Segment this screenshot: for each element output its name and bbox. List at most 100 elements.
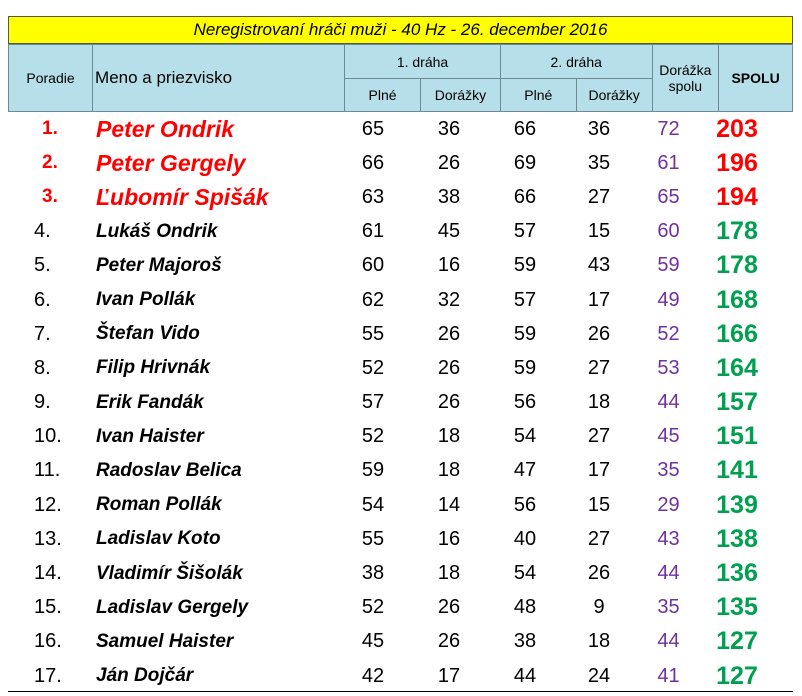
lane1-full-cell: 55 (361, 322, 385, 345)
rank-cell: 7. (34, 322, 51, 345)
table-row: 12. Roman Pollák 54 14 56 15 29 139 (8, 488, 793, 522)
lane2-clear-cell: 17 (587, 459, 611, 482)
player-name: Peter Gergely (96, 149, 246, 176)
lane1-clear-cell: 26 (437, 322, 461, 345)
lane1-clear-cell: 26 (437, 630, 461, 653)
lane2-full-cell: 59 (513, 254, 537, 277)
lane1-full-cell: 42 (361, 664, 385, 687)
lane1-full-cell: 61 (361, 220, 385, 243)
header-lane1: 1. dráha (344, 44, 501, 79)
table-row: 7. Štefan Vido 55 26 59 26 52 166 (8, 317, 793, 351)
lane2-clear-cell: 15 (587, 493, 611, 516)
header-lane2-full: Plné (499, 78, 577, 112)
lane1-clear-cell: 18 (437, 562, 461, 585)
rank-cell: 3. (42, 186, 58, 208)
total-cell: 136 (716, 559, 758, 588)
lane1-clear-cell: 17 (437, 664, 461, 687)
lane2-clear-cell: 18 (587, 391, 611, 414)
lane2-full-cell: 56 (513, 493, 537, 516)
header-clear-total-label: Dorážka spolu (659, 62, 712, 94)
clear-total-cell: 35 (657, 596, 680, 619)
lane1-clear-cell: 14 (437, 493, 461, 516)
clear-total-cell: 35 (657, 459, 680, 482)
lane2-clear-cell: 18 (587, 630, 611, 653)
clear-total-cell: 44 (657, 630, 680, 653)
player-name: Vladimír Šišolák (96, 562, 243, 584)
lane2-full-cell: 59 (513, 356, 537, 379)
lane2-full-cell: 38 (513, 630, 537, 653)
clear-total-cell: 52 (657, 322, 680, 345)
lane1-clear-cell: 26 (437, 151, 461, 174)
lane1-full-cell: 60 (361, 254, 385, 277)
clear-total-cell: 49 (657, 288, 680, 311)
table-row: 8. Filip Hrivnák 52 26 59 27 53 164 (8, 351, 793, 385)
rank-cell: 4. (34, 220, 51, 243)
player-name: Radoslav Belica (96, 459, 242, 481)
player-name: Ladislav Koto (96, 528, 221, 550)
table-row: 5. Peter Majoroš 60 16 59 43 59 178 (8, 249, 793, 283)
table-row: 17. Ján Dojčár 42 17 44 24 41 127 (8, 659, 793, 693)
lane2-full-cell: 48 (513, 596, 537, 619)
lane2-clear-cell: 17 (587, 288, 611, 311)
rank-cell: 8. (34, 356, 51, 379)
lane2-clear-cell: 35 (587, 151, 611, 174)
lane1-full-cell: 54 (361, 493, 385, 516)
lane1-clear-cell: 38 (437, 185, 461, 208)
lane1-full-cell: 52 (361, 596, 385, 619)
lane2-full-cell: 66 (513, 117, 537, 140)
lane2-clear-cell: 27 (587, 425, 611, 448)
rank-cell: 5. (34, 254, 51, 277)
sheet-title: Neregistrovaní hráči muži - 40 Hz - 26. … (8, 16, 793, 44)
clear-total-cell: 59 (657, 254, 680, 277)
clear-total-cell: 29 (657, 493, 680, 516)
player-name: Roman Pollák (96, 494, 222, 516)
lane1-clear-cell: 26 (437, 596, 461, 619)
header-rank: Poradie (7, 44, 94, 112)
lane1-full-cell: 59 (361, 459, 385, 482)
player-name: Lukáš Ondrik (96, 220, 218, 242)
lane1-full-cell: 57 (361, 391, 385, 414)
total-cell: 127 (716, 661, 758, 690)
clear-total-cell: 65 (657, 185, 680, 208)
total-cell: 196 (716, 148, 758, 177)
lane1-clear-cell: 26 (437, 356, 461, 379)
table-row: 16. Samuel Haister 45 26 38 18 44 127 (8, 625, 793, 659)
total-cell: 194 (716, 182, 758, 211)
total-cell: 178 (716, 251, 758, 280)
player-name: Peter Ondrik (96, 115, 235, 142)
player-name: Peter Majoroš (96, 254, 222, 276)
lane1-clear-cell: 26 (437, 391, 461, 414)
rank-cell: 13. (34, 527, 62, 550)
lane1-clear-cell: 45 (437, 220, 461, 243)
header-total: SPOLU (718, 44, 793, 112)
total-cell: 135 (716, 593, 758, 622)
clear-total-cell: 41 (657, 664, 680, 687)
lane2-clear-cell: 27 (587, 185, 611, 208)
lane1-full-cell: 62 (361, 288, 385, 311)
lane2-clear-cell: 27 (587, 356, 611, 379)
clear-total-cell: 43 (657, 527, 680, 550)
table-row: 15. Ladislav Gergely 52 26 48 9 35 135 (8, 591, 793, 625)
lane2-clear-cell: 26 (587, 322, 611, 345)
table-body: 1. Peter Ondrik 65 36 66 36 72 203 2. Peter Gerge… (8, 112, 793, 693)
clear-total-cell: 44 (657, 391, 680, 414)
header-lane1-full: Plné (344, 78, 421, 112)
table-bottom-border (8, 691, 793, 693)
lane2-clear-cell: 24 (587, 664, 611, 687)
total-cell: 127 (716, 627, 758, 656)
rank-cell: 6. (34, 288, 51, 311)
header-lane2-clear: Dorážky (575, 78, 653, 112)
rank-cell: 9. (34, 391, 51, 414)
header-clear-total: Dorážka spolu (651, 44, 720, 112)
total-cell: 151 (716, 422, 758, 451)
table-row: 14. Vladimír Šišolák 38 18 54 26 44 136 (8, 556, 793, 590)
lane2-clear-cell: 27 (587, 527, 611, 550)
table-row: 2. Peter Gergely 66 26 69 35 61 196 (8, 146, 793, 180)
total-cell: 157 (716, 388, 758, 417)
rank-cell: 15. (34, 596, 62, 619)
total-cell: 203 (716, 114, 758, 143)
table-row: 10. Ivan Haister 52 18 54 27 45 151 (8, 420, 793, 454)
lane1-clear-cell: 18 (437, 425, 461, 448)
lane1-full-cell: 55 (361, 527, 385, 550)
lane1-clear-cell: 32 (437, 288, 461, 311)
